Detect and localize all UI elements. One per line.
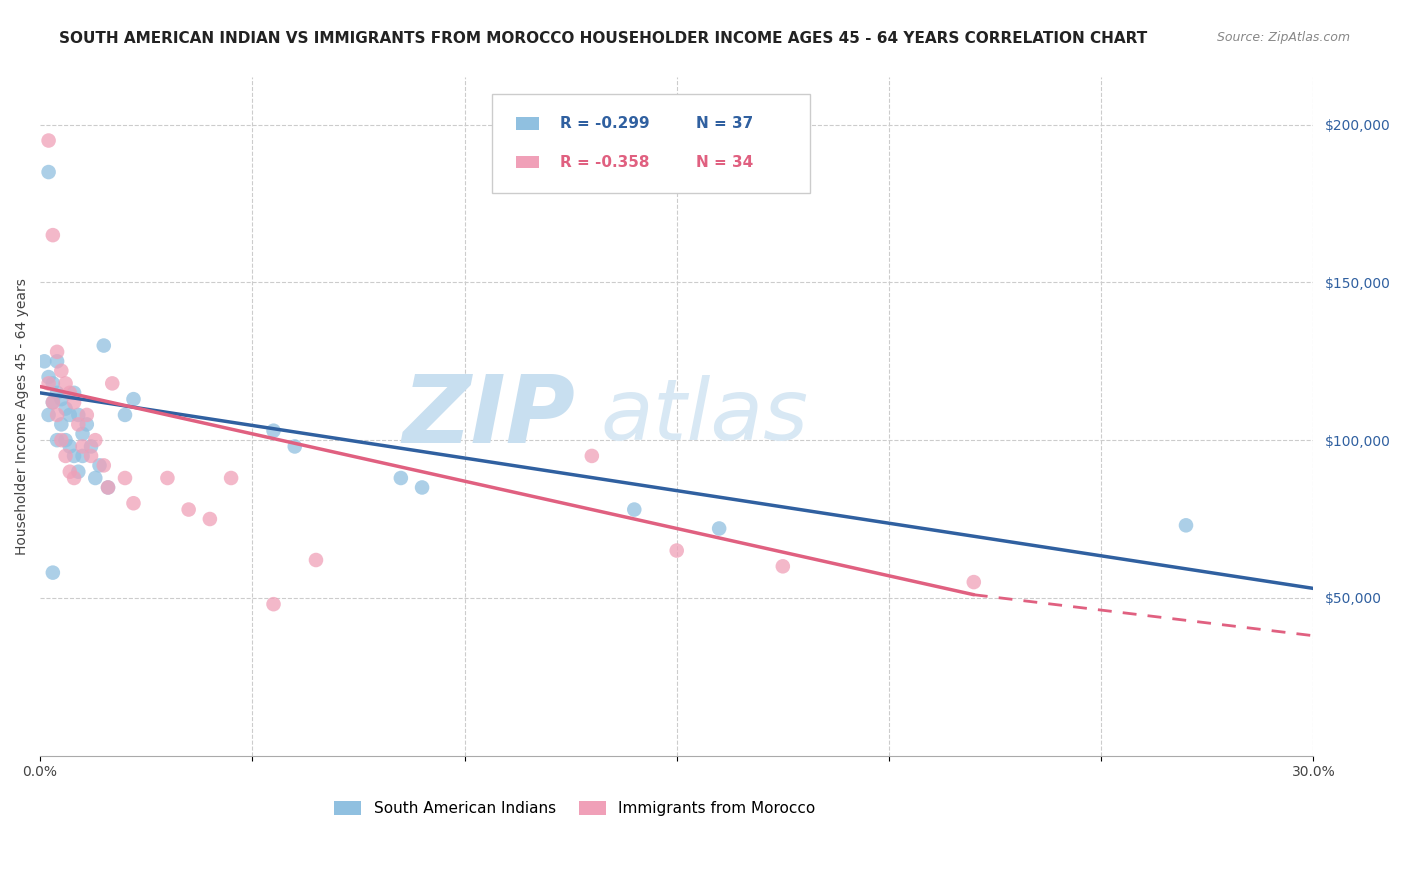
Point — [46, 433, 69, 447]
Legend: South American Indians, Immigrants from Morocco: South American Indians, Immigrants from … — [328, 796, 823, 822]
Point — [84, 471, 107, 485]
Text: Source: ZipAtlas.com: Source: ZipAtlas.com — [1216, 31, 1350, 45]
Point — [42, 395, 65, 409]
Point — [63, 385, 86, 400]
Point — [34, 354, 56, 368]
Point — [219, 471, 242, 485]
FancyBboxPatch shape — [492, 95, 810, 193]
Point — [42, 395, 65, 409]
Point — [46, 408, 69, 422]
Point — [114, 471, 136, 485]
Point — [59, 440, 82, 454]
Y-axis label: Householder Income Ages 45 - 64 years: Householder Income Ages 45 - 64 years — [15, 278, 30, 555]
Point — [46, 385, 69, 400]
Point — [38, 376, 60, 391]
Point — [42, 228, 65, 243]
Point — [97, 480, 120, 494]
Point — [42, 566, 65, 580]
Point — [89, 458, 111, 473]
Point — [51, 417, 73, 432]
Point — [707, 521, 730, 535]
Text: ZIP: ZIP — [402, 370, 575, 463]
Point — [198, 512, 221, 526]
Point — [67, 465, 90, 479]
Text: R = -0.358: R = -0.358 — [560, 154, 650, 169]
Point — [411, 480, 433, 494]
Point — [38, 134, 60, 148]
Point — [122, 392, 145, 406]
Point — [122, 496, 145, 510]
Point — [38, 370, 60, 384]
Point — [38, 165, 60, 179]
Point — [263, 424, 285, 438]
Point — [263, 597, 285, 611]
Point — [581, 449, 603, 463]
Point — [55, 433, 77, 447]
Point — [80, 440, 103, 454]
Point — [72, 440, 94, 454]
Point — [623, 502, 645, 516]
Point — [46, 344, 69, 359]
Point — [51, 392, 73, 406]
Point — [67, 417, 90, 432]
Point — [46, 354, 69, 368]
Point — [97, 480, 120, 494]
Point — [51, 364, 73, 378]
Point — [963, 575, 986, 590]
Point — [114, 408, 136, 422]
Point — [63, 395, 86, 409]
Point — [67, 408, 90, 422]
FancyBboxPatch shape — [516, 118, 540, 129]
Point — [76, 417, 98, 432]
Point — [76, 408, 98, 422]
Point — [72, 449, 94, 463]
Point — [93, 458, 115, 473]
Point — [55, 376, 77, 391]
Text: N = 34: N = 34 — [696, 154, 754, 169]
Text: atlas: atlas — [600, 375, 808, 458]
Text: SOUTH AMERICAN INDIAN VS IMMIGRANTS FROM MOROCCO HOUSEHOLDER INCOME AGES 45 - 64: SOUTH AMERICAN INDIAN VS IMMIGRANTS FROM… — [59, 31, 1147, 46]
Point — [72, 426, 94, 441]
Point — [156, 471, 179, 485]
FancyBboxPatch shape — [516, 156, 540, 169]
Point — [38, 408, 60, 422]
Point — [389, 471, 412, 485]
Point — [80, 449, 103, 463]
Point — [93, 338, 115, 352]
Point — [63, 449, 86, 463]
Point — [772, 559, 794, 574]
Text: R = -0.299: R = -0.299 — [560, 116, 650, 131]
Point — [665, 543, 688, 558]
Point — [59, 465, 82, 479]
Point — [177, 502, 200, 516]
Point — [284, 440, 307, 454]
Point — [55, 449, 77, 463]
Point — [51, 433, 73, 447]
Point — [59, 385, 82, 400]
Point — [1175, 518, 1198, 533]
Point — [63, 471, 86, 485]
Point — [42, 376, 65, 391]
Text: N = 37: N = 37 — [696, 116, 754, 131]
Point — [305, 553, 328, 567]
Point — [84, 433, 107, 447]
Point — [101, 376, 124, 391]
Point — [59, 408, 82, 422]
Point — [55, 401, 77, 416]
